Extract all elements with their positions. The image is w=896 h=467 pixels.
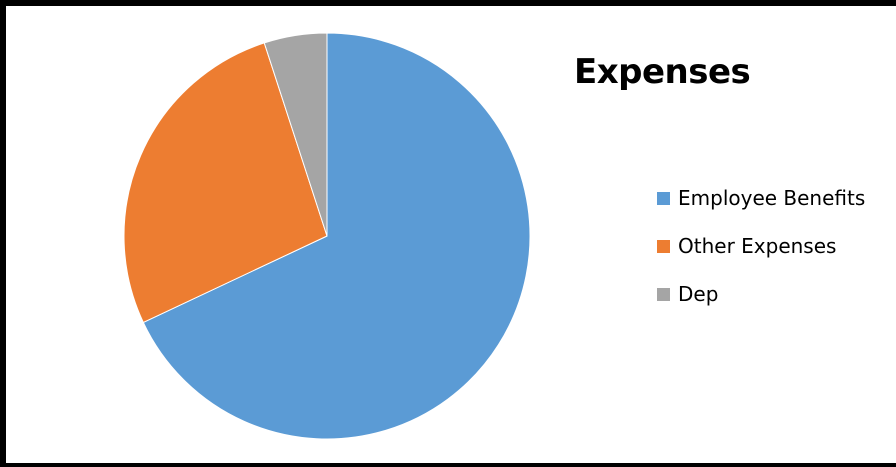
legend-item-employee-benefits: Employee Benefits xyxy=(657,174,865,222)
pie-slice-other-expenses xyxy=(123,42,328,324)
legend-label-employee-benefits: Employee Benefits xyxy=(678,186,866,210)
chart-title: Expenses xyxy=(574,52,751,92)
legend-swatch-employee-benefits xyxy=(657,191,670,205)
legend-item-dep: Dep xyxy=(657,270,865,318)
legend-swatch-dep xyxy=(657,287,670,301)
pie-slice-employee-benefits xyxy=(142,32,531,440)
legend-item-other-expenses: Other Expenses xyxy=(657,222,865,270)
legend-swatch-other-expenses xyxy=(657,239,670,253)
pie-slices xyxy=(123,32,531,440)
pie-slice-dep xyxy=(263,32,328,237)
legend: Employee Benefits Other Expenses Dep xyxy=(657,174,865,318)
legend-label-dep: Dep xyxy=(678,282,719,306)
legend-label-other-expenses: Other Expenses xyxy=(678,234,837,258)
